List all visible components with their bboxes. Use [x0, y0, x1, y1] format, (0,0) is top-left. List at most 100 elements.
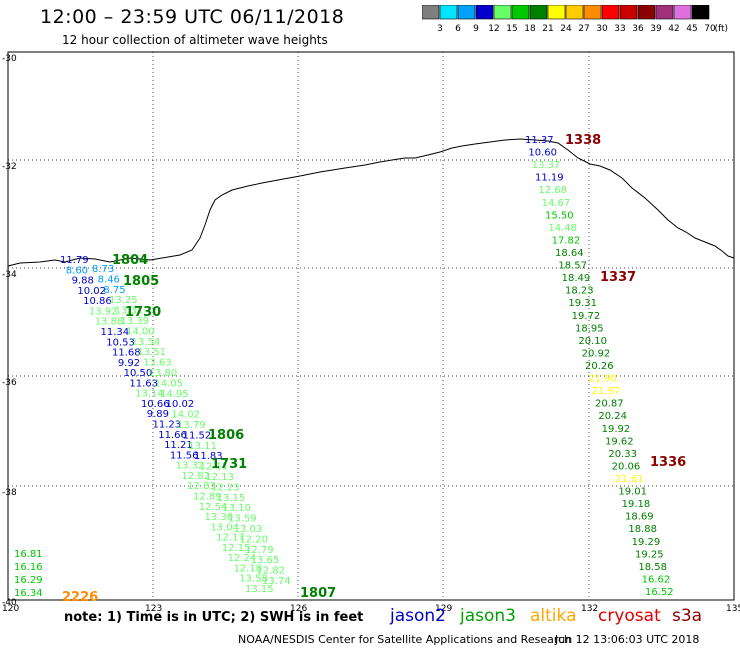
colorbar-swatch — [655, 5, 674, 20]
swh-value: 19.29 — [632, 537, 661, 548]
swh-value: 20.87 — [595, 399, 624, 410]
colorbar-tick-label: 21 — [542, 24, 553, 34]
swh-value: 13.59 — [228, 514, 257, 525]
colorbar-tick-label: 6 — [455, 24, 461, 34]
legend-item-jason2: jason2 — [390, 606, 446, 626]
swh-value: 11.68 — [112, 348, 141, 359]
colorbar-unit: (ft) — [714, 24, 728, 34]
swh-value: 13.36 — [205, 512, 234, 523]
swh-value: 16.29 — [14, 575, 43, 586]
latitude-label: -38 — [2, 488, 17, 498]
swh-value: 13.65 — [251, 555, 280, 566]
swh-value: 12.89 — [193, 491, 222, 502]
swh-value: 16.52 — [645, 587, 674, 598]
colorbar-swatch — [619, 5, 638, 20]
swh-value: 11.63 — [129, 378, 158, 389]
colorbar-tick-label: 36 — [632, 24, 644, 34]
colorbar-tick-label: 33 — [614, 24, 625, 34]
units-note: note: 1) Time is in UTC; 2) SWH is in fe… — [64, 610, 364, 625]
swh-value: 16.16 — [14, 562, 43, 573]
swh-value: 13.51 — [137, 347, 166, 358]
swh-value: 19.18 — [622, 499, 651, 510]
colorbar-swatch — [493, 5, 512, 20]
swh-value: 18.23 — [565, 286, 594, 297]
swh-value: 13.88 — [95, 317, 124, 328]
swh-value: 11.21 — [164, 440, 193, 451]
swh-value: 11.52 — [183, 430, 212, 441]
footer-timestamp: Jun 12 13:06:03 UTC 2018 — [555, 633, 700, 646]
swh-value: 11.34 — [100, 327, 129, 338]
swh-value: 18.49 — [562, 273, 591, 284]
swh-value: 13.54 — [132, 337, 161, 348]
swh-value: 11.37 — [525, 135, 554, 146]
legend-item-s3a: s3a — [672, 606, 703, 626]
swh-value: 19.62 — [605, 436, 634, 447]
swh-value: 10.60 — [528, 148, 557, 159]
swh-value: 13.14 — [135, 389, 164, 400]
swh-value: 16.81 — [14, 549, 43, 560]
swh-value: 12.17 — [216, 533, 245, 544]
swh-value: 19.92 — [602, 424, 631, 435]
track-id-label: 1804 — [112, 253, 148, 268]
swh-value: 10.53 — [106, 337, 135, 348]
legend-item-altika: altika — [530, 606, 577, 626]
colorbar-swatch — [529, 5, 548, 20]
track-id-label: 1806 — [208, 428, 244, 443]
swh-value: 8.60 — [66, 265, 88, 276]
swh-value: 12.11 — [200, 462, 229, 473]
swh-value: 12.13 — [205, 472, 234, 483]
swh-value: 18.88 — [628, 524, 657, 535]
swh-value: 10.50 — [124, 368, 153, 379]
swh-value: 14.95 — [160, 389, 189, 400]
swh-value: 12.15 — [222, 543, 251, 554]
swh-value: 12.54 — [199, 502, 228, 513]
swh-value: 12.79 — [245, 545, 274, 556]
swh-value: 13.15 — [245, 584, 274, 595]
swh-value: 12.24 — [228, 553, 257, 564]
swh-value: 9.89 — [147, 409, 169, 420]
swh-value: 12.18 — [233, 563, 262, 574]
swh-value: 13.58 — [239, 574, 268, 585]
swh-value: 13.03 — [234, 524, 263, 535]
swh-value: 11.56 — [170, 450, 199, 461]
latitude-label: -30 — [2, 54, 17, 64]
swh-value: 20.26 — [585, 361, 614, 372]
swh-value: 11.19 — [535, 173, 564, 184]
swh-value: 13.63 — [143, 358, 172, 369]
longitude-label: 132 — [581, 604, 598, 614]
colorbar-tick-label: 45 — [686, 24, 697, 34]
legend-item-jason3: jason3 — [460, 606, 516, 626]
colorbar-swatch — [601, 5, 620, 20]
swh-value: 10.66 — [141, 399, 170, 410]
track-id-label: 1730 — [125, 305, 161, 320]
swh-value: 14.48 — [548, 223, 577, 234]
swh-value: 19.01 — [618, 487, 647, 498]
swh-value: 20.92 — [582, 348, 611, 359]
swh-value: 8.75 — [103, 285, 125, 296]
colorbar-tick-label: 24 — [560, 24, 572, 34]
footer-credit: NOAA/NESDIS Center for Satellite Applica… — [238, 633, 572, 646]
swh-value: 13.15 — [217, 493, 246, 504]
swh-value: 14.00 — [126, 326, 155, 337]
swh-value: 20.06 — [612, 461, 641, 472]
colorbar-swatch — [511, 5, 530, 20]
swh-value: 18.57 — [558, 261, 587, 272]
longitude-label: 129 — [435, 604, 452, 614]
colorbar-swatch — [422, 5, 440, 20]
swh-value: 13.31 — [115, 306, 144, 317]
swh-value: 14.05 — [154, 378, 183, 389]
swh-value: 13.74 — [262, 576, 291, 587]
swh-value: 20.33 — [608, 449, 637, 460]
swh-value: 12.83 — [187, 481, 216, 492]
longitude-label: 120 — [2, 604, 19, 614]
latitude-label: -32 — [2, 162, 17, 172]
swh-value: 12.82 — [181, 471, 210, 482]
chart-subtitle: 12 hour collection of altimeter wave hei… — [62, 33, 328, 47]
graticule — [8, 52, 734, 600]
swh-value: 13.79 — [177, 420, 206, 431]
colorbar-swatch — [583, 5, 602, 20]
colorbar-tick-label: 15 — [506, 24, 517, 34]
track-id-label: 1731 — [211, 457, 247, 472]
